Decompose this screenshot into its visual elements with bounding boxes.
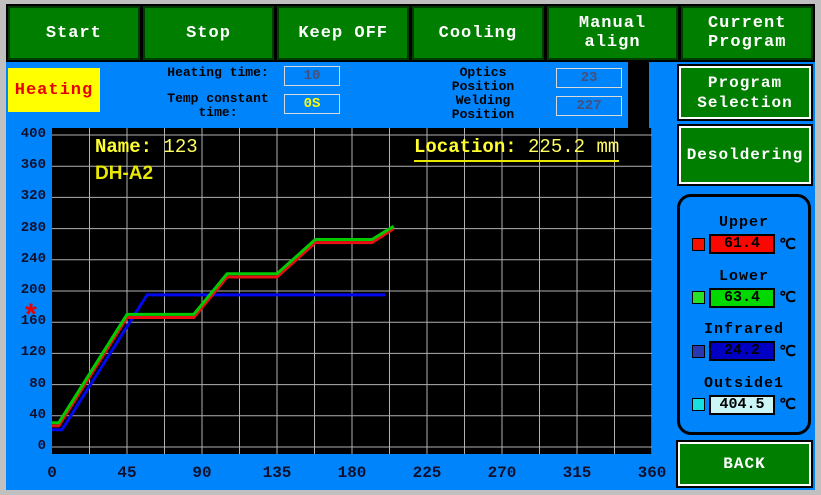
name-value: 123 xyxy=(163,136,198,158)
infrared-temp-value: 24.2 xyxy=(709,341,776,362)
x-tick-label: 180 xyxy=(337,464,367,482)
sensor-label: Outside1 xyxy=(703,374,784,392)
keep-off-button[interactable]: Keep OFF xyxy=(277,6,410,60)
optics-position-label: Optics Position xyxy=(451,65,515,94)
sensor-infrared: Infrared 24.2 ℃ xyxy=(680,321,808,362)
lower-legend-swatch xyxy=(692,291,706,305)
y-tick-label: 240 xyxy=(20,250,46,267)
celsius-unit: ℃ xyxy=(779,397,796,415)
location-label: Location: xyxy=(414,136,517,158)
y-tick-label: 280 xyxy=(20,219,46,236)
program-selection-button[interactable]: Program Selection xyxy=(677,64,813,121)
x-tick-label: 45 xyxy=(117,464,137,482)
series-upper xyxy=(52,227,395,428)
plot-svg xyxy=(52,128,652,454)
plot-area xyxy=(52,128,652,454)
temp-constant-time-value[interactable]: 0S xyxy=(284,94,340,114)
y-tick-label: 120 xyxy=(20,344,46,361)
desoldering-button[interactable]: Desoldering xyxy=(677,124,813,186)
x-tick-label: 135 xyxy=(262,464,292,482)
y-tick-label: 200 xyxy=(20,282,46,298)
toolbar: Start Stop Keep OFF Cooling Manual align… xyxy=(6,4,815,62)
temperature-chart: 0 40 80 120 160 200 240 280 320 360 400 0 45 90 135 18… xyxy=(6,62,672,490)
lower-temp-value: 63.4 xyxy=(709,287,776,308)
back-button[interactable]: BACK xyxy=(676,440,813,488)
y-tick-label: 320 xyxy=(20,188,46,205)
celsius-unit: ℃ xyxy=(779,236,796,254)
program-name: Name: 123 xyxy=(95,136,198,158)
x-tick-label: 360 xyxy=(637,464,667,482)
setpoint-marker: * xyxy=(22,300,41,335)
heating-time-label: Heating time: xyxy=(167,65,269,80)
heating-status-badge: Heating xyxy=(8,68,100,112)
current-program-button[interactable]: Current Program xyxy=(681,6,814,60)
optics-position-value[interactable]: 23 xyxy=(556,68,622,88)
x-tick-label: 270 xyxy=(487,464,517,482)
sensor-upper: Upper 61.4 ℃ xyxy=(680,214,808,255)
sensor-label: Infrared xyxy=(703,321,784,339)
series-infrared xyxy=(52,293,386,432)
x-tick-label: 90 xyxy=(192,464,212,482)
y-tick-label: 160 xyxy=(20,313,46,330)
welding-position-value[interactable]: 227 xyxy=(556,96,622,116)
x-tick-label: 0 xyxy=(47,464,57,482)
cooling-button[interactable]: Cooling xyxy=(412,6,544,60)
location-value: 225.2 mm xyxy=(528,136,620,158)
sensor-label: Lower xyxy=(718,267,769,285)
heating-time-value[interactable]: 10 xyxy=(284,66,340,86)
temperature-panel: Upper 61.4 ℃ Lower 63.4 ℃ Infrared 24.2 … xyxy=(677,194,811,435)
sensor-label: Upper xyxy=(718,214,769,232)
series-lower xyxy=(52,225,395,425)
sensor-outside: Outside1 404.5 ℃ xyxy=(680,375,808,415)
sensor-lower: Lower 63.4 ℃ xyxy=(680,268,808,308)
x-tick-label: 225 xyxy=(412,464,442,482)
manual-align-button[interactable]: Manual align xyxy=(546,6,679,60)
outside-legend-swatch xyxy=(692,398,706,412)
celsius-unit: ℃ xyxy=(779,290,796,308)
outside-temp-value: 404.5 xyxy=(709,394,776,415)
divider-strip xyxy=(628,62,649,128)
location-readout: Location: 225.2 mm xyxy=(414,136,620,162)
upper-legend-swatch xyxy=(692,237,706,251)
infrared-legend-swatch xyxy=(692,344,706,358)
x-tick-label: 315 xyxy=(562,464,592,482)
y-tick-label: 40 xyxy=(29,406,46,423)
welding-position-label: Welding Position xyxy=(451,93,515,122)
stop-button[interactable]: Stop xyxy=(142,6,275,60)
celsius-unit: ℃ xyxy=(779,343,796,361)
y-tick-label: 0 xyxy=(37,438,46,454)
temp-constant-time-label: Temp constant time: xyxy=(167,91,269,120)
start-button[interactable]: Start xyxy=(8,6,140,60)
y-tick-label: 80 xyxy=(29,375,46,392)
name-label: Name: xyxy=(95,136,153,158)
y-tick-label: 400 xyxy=(20,126,46,142)
program-code: DH-A2 xyxy=(95,163,154,184)
y-tick-label: 360 xyxy=(20,157,46,174)
upper-temp-value: 61.4 xyxy=(709,234,776,255)
